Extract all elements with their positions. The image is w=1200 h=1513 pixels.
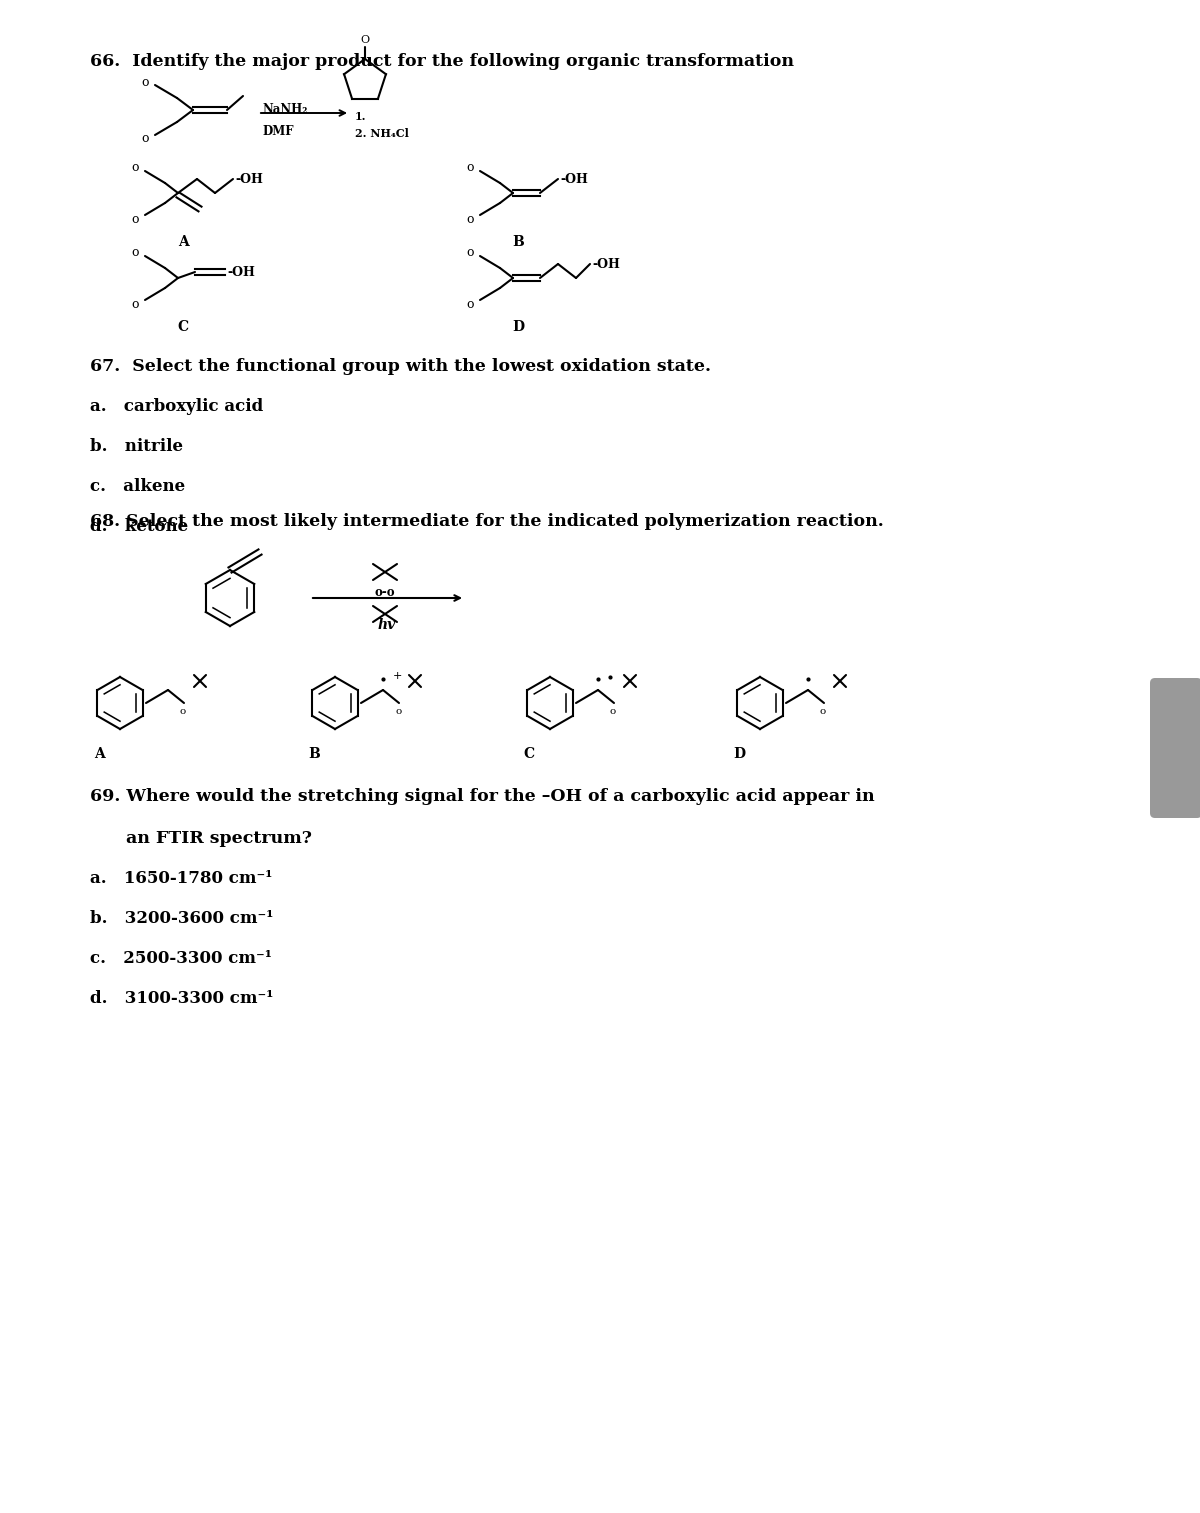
Text: b.   3200-3600 cm⁻¹: b. 3200-3600 cm⁻¹ bbox=[90, 909, 274, 927]
Text: c.   2500-3300 cm⁻¹: c. 2500-3300 cm⁻¹ bbox=[90, 950, 272, 967]
Text: D: D bbox=[733, 747, 745, 761]
Text: o: o bbox=[142, 132, 149, 145]
Text: 1.: 1. bbox=[355, 110, 366, 123]
Text: o: o bbox=[820, 707, 827, 716]
Text: o: o bbox=[467, 245, 474, 259]
Text: o: o bbox=[467, 298, 474, 310]
Text: 66.  Identify the major product for the following organic transformation: 66. Identify the major product for the f… bbox=[90, 53, 794, 70]
Text: -OH: -OH bbox=[235, 172, 263, 186]
Text: D: D bbox=[512, 321, 524, 334]
Text: DMF: DMF bbox=[262, 126, 294, 138]
Text: o: o bbox=[132, 298, 139, 310]
Text: a.   carboxylic acid: a. carboxylic acid bbox=[90, 398, 263, 415]
Text: 2. NH₄Cl: 2. NH₄Cl bbox=[355, 129, 409, 139]
Text: o: o bbox=[180, 707, 186, 716]
Text: 67.  Select the functional group with the lowest oxidation state.: 67. Select the functional group with the… bbox=[90, 359, 710, 375]
Text: B: B bbox=[512, 235, 524, 250]
Text: B: B bbox=[308, 747, 320, 761]
Text: NaNH₂: NaNH₂ bbox=[262, 103, 307, 117]
Text: 68. Select the most likely intermediate for the indicated polymerization reactio: 68. Select the most likely intermediate … bbox=[90, 513, 883, 530]
Text: a.   1650-1780 cm⁻¹: a. 1650-1780 cm⁻¹ bbox=[90, 870, 272, 887]
Text: c.   alkene: c. alkene bbox=[90, 478, 185, 495]
Text: o-o: o-o bbox=[374, 586, 395, 599]
Text: b.   nitrile: b. nitrile bbox=[90, 437, 182, 455]
Text: d.   3100-3300 cm⁻¹: d. 3100-3300 cm⁻¹ bbox=[90, 990, 274, 1008]
Text: o: o bbox=[395, 707, 401, 716]
Text: hv: hv bbox=[378, 617, 396, 632]
Text: -OH: -OH bbox=[592, 257, 620, 271]
Text: A: A bbox=[178, 235, 188, 250]
Text: o: o bbox=[467, 160, 474, 174]
Text: d.   ketone: d. ketone bbox=[90, 517, 188, 536]
Text: -OH: -OH bbox=[227, 265, 254, 278]
Text: 69. Where would the stretching signal for the –OH of a carboxylic acid appear in: 69. Where would the stretching signal fo… bbox=[90, 788, 875, 805]
Text: o: o bbox=[142, 76, 149, 88]
Text: -OH: -OH bbox=[560, 172, 588, 186]
FancyBboxPatch shape bbox=[1150, 678, 1200, 819]
Text: an FTIR spectrum?: an FTIR spectrum? bbox=[90, 831, 312, 847]
Text: 〈: 〈 bbox=[1169, 735, 1183, 760]
Text: C: C bbox=[178, 321, 188, 334]
Text: o: o bbox=[132, 245, 139, 259]
Text: C: C bbox=[523, 747, 534, 761]
Text: o: o bbox=[132, 160, 139, 174]
Text: O: O bbox=[360, 35, 370, 45]
Text: A: A bbox=[94, 747, 104, 761]
Text: +: + bbox=[392, 670, 402, 681]
Text: o: o bbox=[610, 707, 617, 716]
Text: o: o bbox=[467, 212, 474, 225]
Text: o: o bbox=[132, 212, 139, 225]
